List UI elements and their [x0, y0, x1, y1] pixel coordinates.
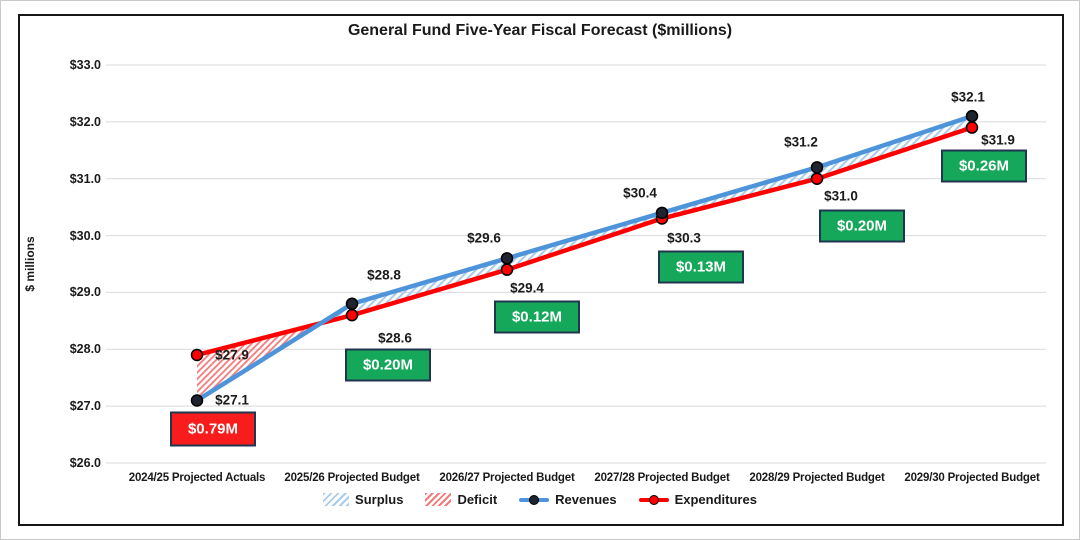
surplus-box: $0.12M	[494, 300, 580, 334]
revenue-point-label: $27.1	[215, 392, 249, 408]
expenditure-point-label: $31.0	[824, 188, 858, 204]
y-tick-label: $27.0	[69, 399, 101, 414]
legend: Surplus Deficit Revenues Expenditures	[1, 492, 1079, 507]
surplus-box: $0.20M	[819, 209, 905, 243]
legend-label-expenditures: Expenditures	[674, 492, 757, 507]
x-axis-label: 2024/25 Projected Actuals	[128, 472, 266, 484]
legend-item-deficit: Deficit	[425, 492, 497, 507]
legend-item-expenditures: Expenditures	[638, 492, 757, 507]
x-axis-label: 2027/28 Projected Budget	[594, 472, 730, 484]
expenditure-point-label: $28.6	[378, 330, 412, 346]
surplus-box: $0.26M	[941, 149, 1027, 183]
x-axis-label: 2029/30 Projected Budget	[904, 472, 1040, 484]
x-axis-label: 2026/27 Projected Budget	[439, 472, 575, 484]
x-axis-label: 2025/26 Projected Budget	[284, 472, 420, 484]
surplus-box: $0.20M	[345, 348, 431, 382]
expenditure-point-label: $30.3	[667, 230, 701, 246]
chart-frame	[18, 14, 1064, 526]
revenue-point-label: $28.8	[367, 267, 401, 283]
revenue-point-label: $29.6	[467, 230, 501, 246]
y-tick-label: $32.0	[69, 114, 101, 129]
legend-item-surplus: Surplus	[323, 492, 403, 507]
x-axis-label: 2028/29 Projected Budget	[749, 472, 885, 484]
deficit-box: $0.79M	[170, 411, 256, 447]
expenditure-point-label: $31.9	[981, 132, 1015, 148]
expenditure-point-label: $27.9	[215, 347, 249, 363]
revenues-line-icon	[519, 494, 550, 505]
y-axis-title-text: $ millions	[23, 236, 37, 292]
legend-item-revenues: Revenues	[519, 492, 617, 507]
surplus-box: $0.13M	[658, 250, 744, 284]
legend-label-revenues: Revenues	[555, 492, 617, 507]
surplus-hatch-swatch-icon	[323, 493, 350, 506]
y-tick-label: $31.0	[69, 171, 101, 186]
y-tick-label: $30.0	[69, 228, 101, 243]
revenue-point-label: $32.1	[951, 89, 985, 105]
expenditures-line-icon	[638, 494, 669, 505]
chart-title: General Fund Five-Year Fiscal Forecast (…	[347, 22, 733, 39]
y-tick-label: $28.0	[69, 342, 101, 357]
y-tick-label: $26.0	[69, 456, 101, 470]
legend-label-surplus: Surplus	[355, 492, 404, 507]
legend-label-deficit: Deficit	[457, 492, 498, 507]
y-tick-label: $29.0	[69, 285, 101, 300]
expenditure-point-label: $29.4	[510, 280, 544, 296]
revenue-point-label: $31.2	[784, 134, 818, 150]
y-tick-label: $33.0	[69, 58, 101, 72]
revenue-point-label: $30.4	[623, 185, 657, 201]
deficit-hatch-swatch-icon	[425, 493, 452, 506]
